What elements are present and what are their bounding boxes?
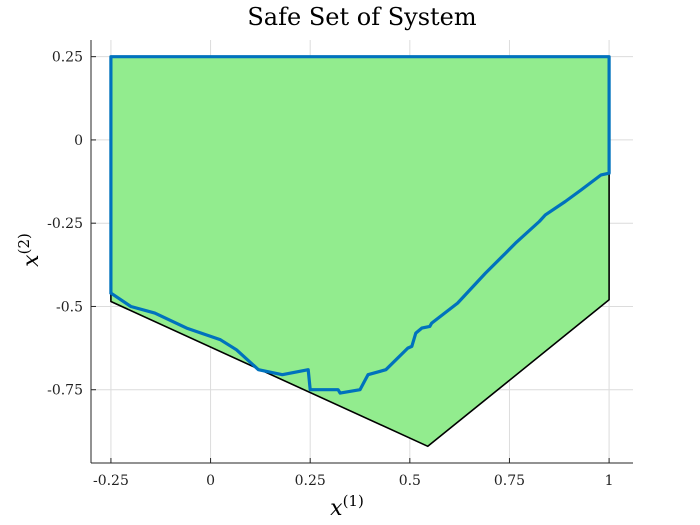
y-tick-label-3: -0.5	[56, 299, 83, 315]
x-tick-label-2: 0.25	[295, 473, 326, 489]
x-axis-label: x(1)	[330, 492, 364, 521]
x-tick-label-0: -0.25	[93, 473, 129, 489]
plot-area	[109, 55, 611, 448]
y-tick-label-0: 0.25	[52, 50, 83, 66]
tick-labels: -0.25 0 0.25 0.5 0.75 1 0.25 0 -0.25 -0.5 -0.75	[47, 50, 613, 489]
x-tick-label-5: 1	[605, 473, 614, 489]
x-axis-label-base: x	[330, 496, 343, 521]
y-tick-label-4: -0.75	[47, 383, 83, 399]
x-tick-label-3: 0.5	[399, 473, 421, 489]
x-tick-label-4: 0.75	[494, 473, 525, 489]
y-axis-label-superscript: (2)	[15, 233, 33, 254]
x-tick-label-1: 0	[206, 473, 215, 489]
y-axis-label-group: x(2)	[15, 233, 44, 267]
safe-set-curve	[109, 55, 611, 395]
y-tick-label-2: -0.25	[47, 216, 83, 232]
axes	[90, 40, 633, 464]
y-tick-label-1: 0	[74, 133, 83, 149]
y-axis-label-base: x	[19, 254, 44, 267]
x-axis-label-superscript: (1)	[343, 492, 364, 510]
chart-title: Safe Set of System	[247, 3, 477, 31]
y-axis-label: x(2)	[15, 233, 44, 267]
